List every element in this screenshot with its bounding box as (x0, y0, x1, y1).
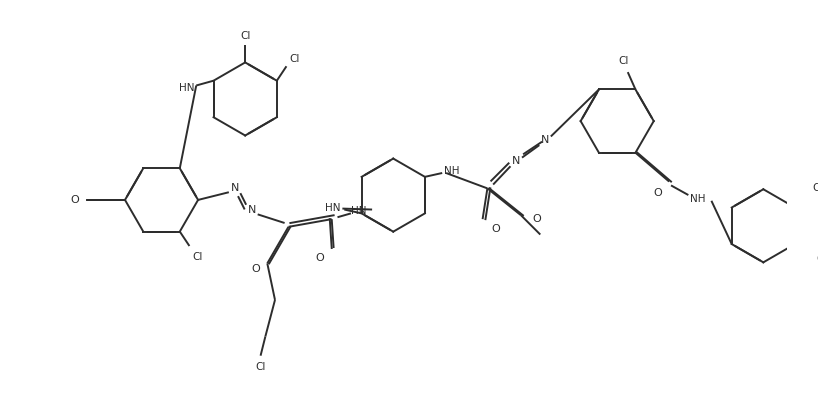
Text: N: N (231, 183, 239, 193)
Text: Cl: Cl (255, 362, 266, 372)
Text: HN: HN (325, 203, 340, 213)
Text: HN: HN (351, 206, 366, 217)
Text: N: N (512, 156, 520, 166)
Text: Cl: Cl (192, 251, 202, 262)
Text: O: O (316, 253, 325, 263)
Text: O: O (532, 214, 541, 224)
Text: Cl: Cl (813, 183, 818, 193)
Text: N: N (248, 205, 256, 215)
Text: NH: NH (690, 194, 706, 204)
Text: NH: NH (444, 166, 460, 176)
Text: Cl: Cl (240, 30, 250, 40)
Text: O: O (654, 188, 662, 198)
Text: HN: HN (179, 84, 195, 93)
Text: O: O (70, 195, 79, 205)
Text: O: O (251, 264, 260, 274)
Text: Cl: Cl (816, 255, 818, 265)
Text: Cl: Cl (618, 55, 629, 66)
Text: O: O (492, 224, 501, 234)
Text: Cl: Cl (289, 53, 299, 64)
Text: N: N (541, 135, 549, 145)
